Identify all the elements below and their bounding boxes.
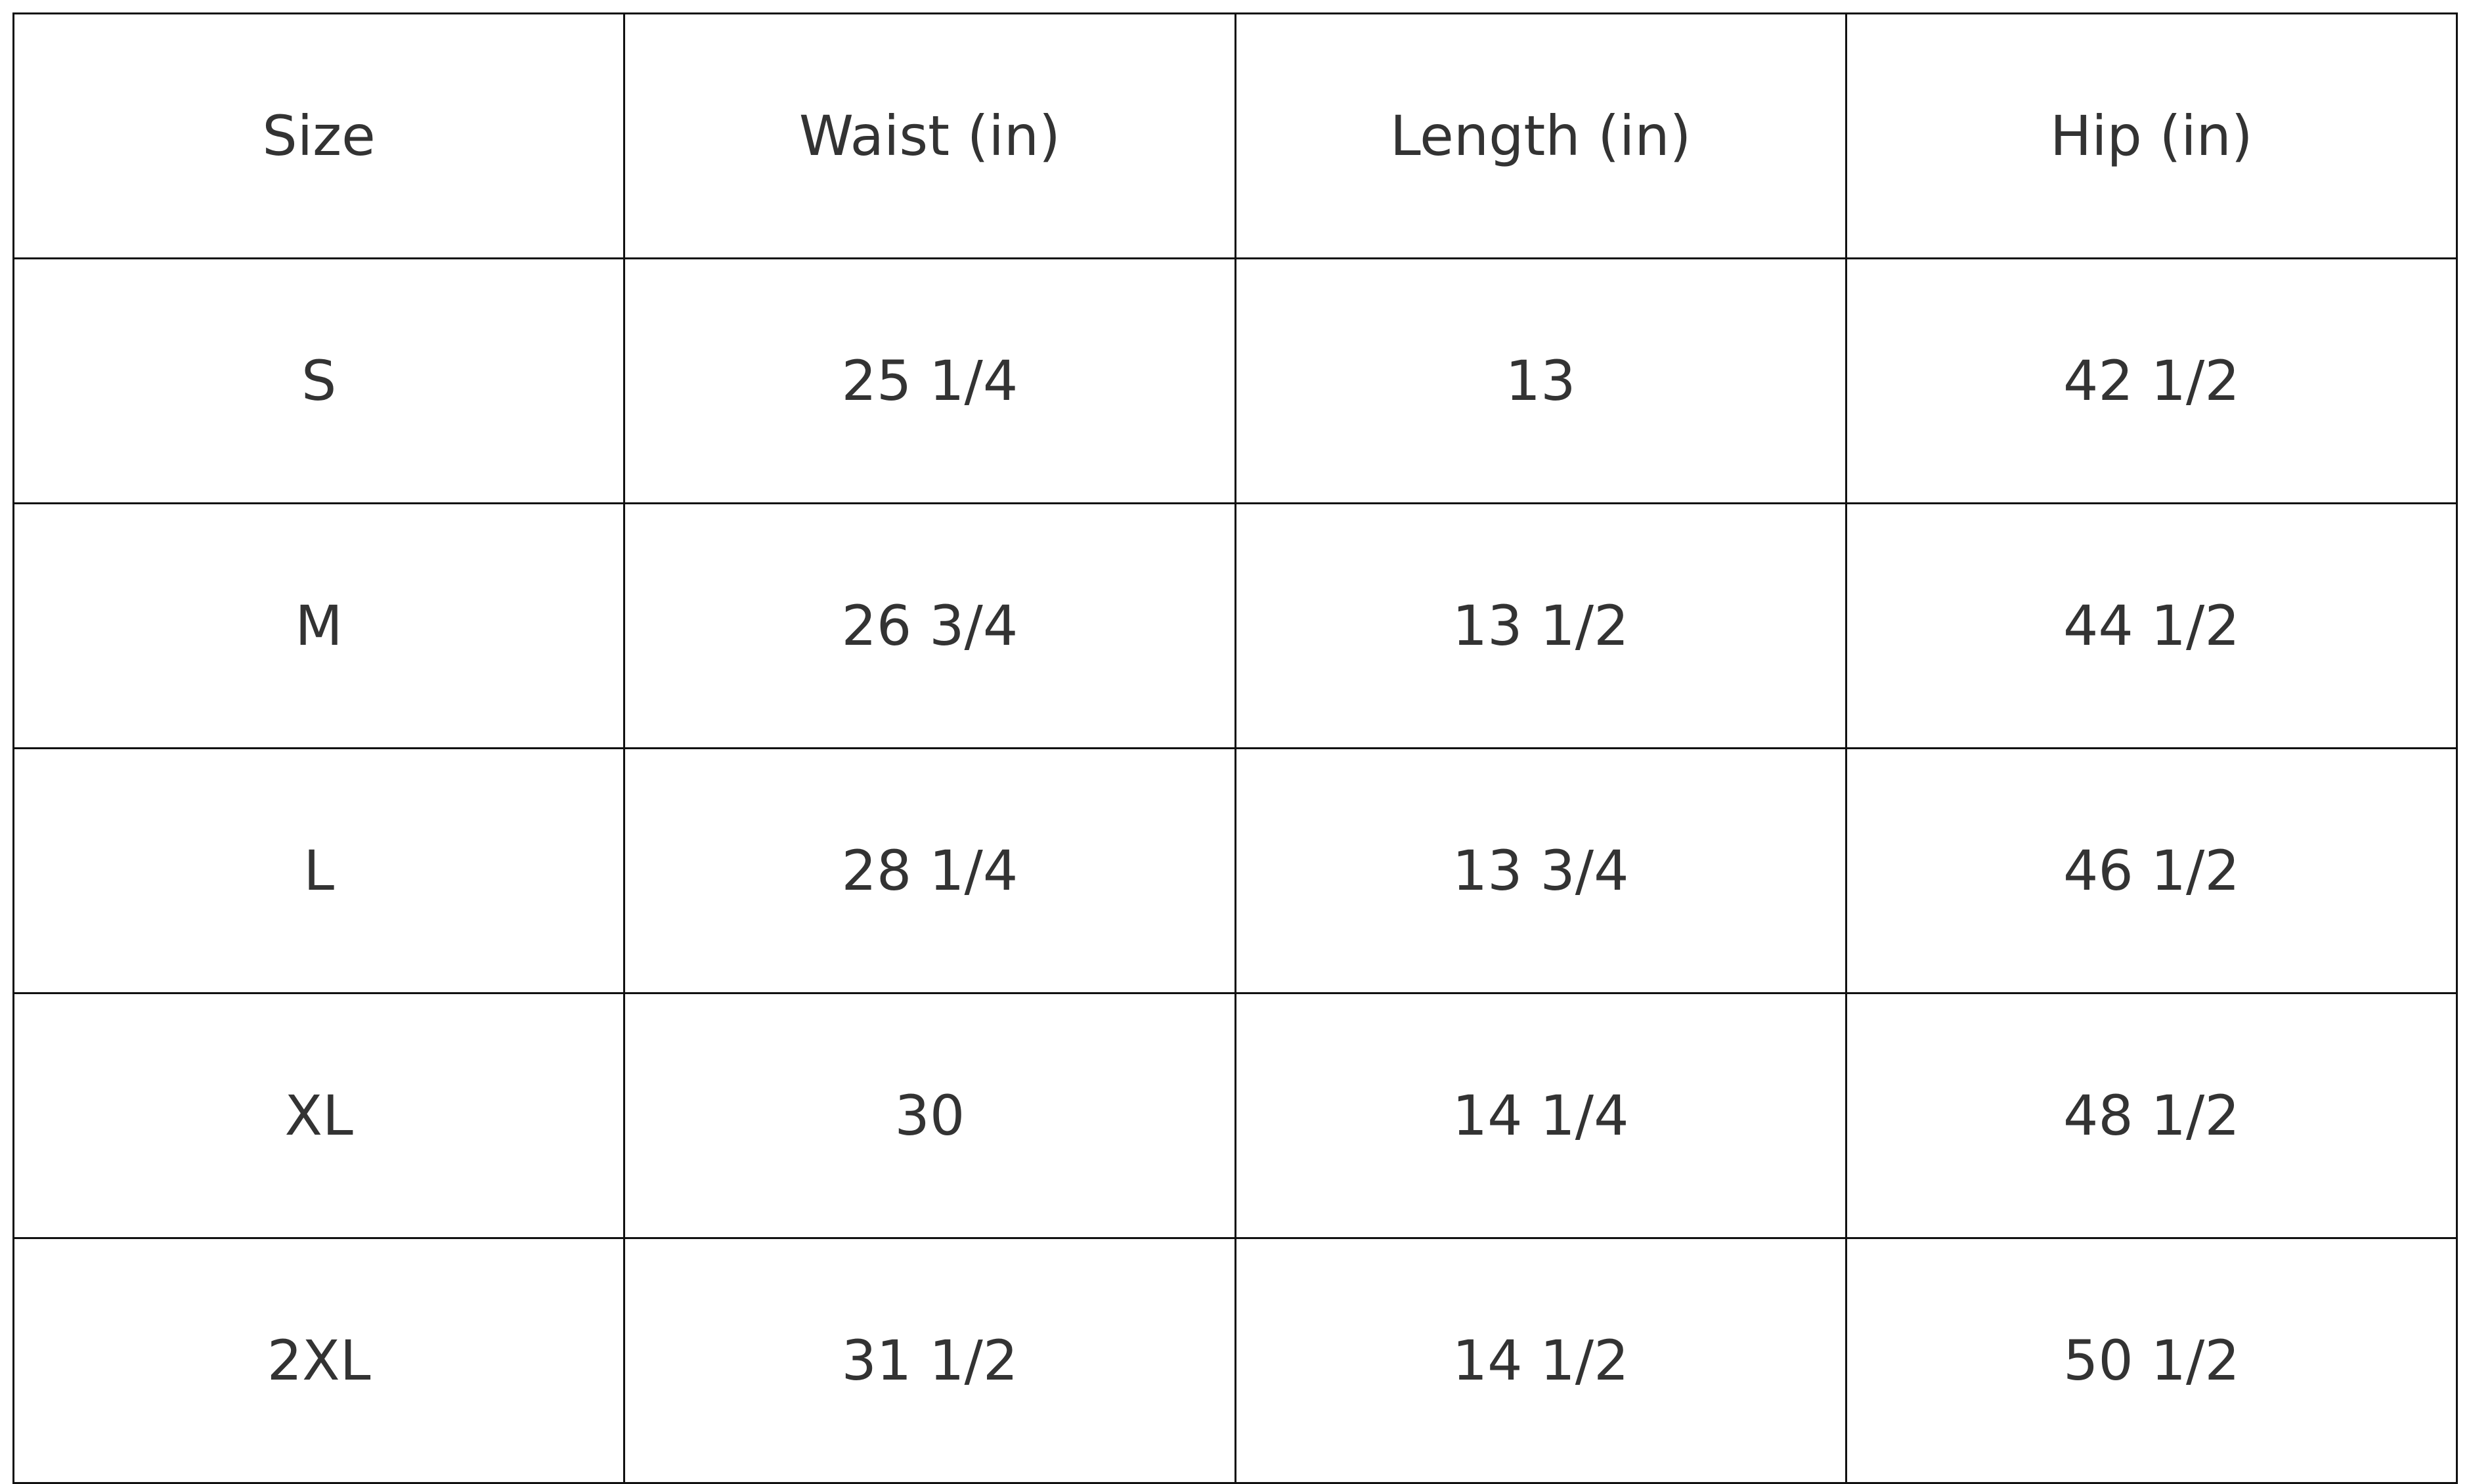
table-row: M 26 3/4 13 1/2 44 1/2	[12, 502, 2458, 749]
cell-size: M	[12, 502, 626, 749]
cell-size: 2XL	[12, 1237, 626, 1484]
header-size: Size	[12, 12, 626, 259]
size-chart-table: Size Waist (in) Length (in) Hip (in) S 25…	[12, 12, 2458, 1484]
cell-waist: 30	[623, 992, 1236, 1239]
cell-size: L	[12, 747, 626, 994]
cell-hip: 44 1/2	[1845, 502, 2458, 749]
cell-length: 14 1/4	[1234, 992, 1847, 1239]
cell-waist: 28 1/4	[623, 747, 1236, 994]
cell-hip: 50 1/2	[1845, 1237, 2458, 1484]
cell-size: S	[12, 257, 626, 504]
cell-hip: 48 1/2	[1845, 992, 2458, 1239]
cell-waist: 25 1/4	[623, 257, 1236, 504]
table-row: L 28 1/4 13 3/4 46 1/2	[12, 747, 2458, 994]
cell-length: 13 3/4	[1234, 747, 1847, 994]
cell-length: 13	[1234, 257, 1847, 504]
cell-length: 14 1/2	[1234, 1237, 1847, 1484]
cell-hip: 42 1/2	[1845, 257, 2458, 504]
header-waist: Waist (in)	[623, 12, 1236, 259]
cell-waist: 31 1/2	[623, 1237, 1236, 1484]
cell-size: XL	[12, 992, 626, 1239]
cell-length: 13 1/2	[1234, 502, 1847, 749]
table-row: S 25 1/4 13 42 1/2	[12, 257, 2458, 504]
cell-hip: 46 1/2	[1845, 747, 2458, 994]
header-length: Length (in)	[1234, 12, 1847, 259]
table-row: XL 30 14 1/4 48 1/2	[12, 992, 2458, 1239]
table-row: 2XL 31 1/2 14 1/2 50 1/2	[12, 1237, 2458, 1484]
header-row: Size Waist (in) Length (in) Hip (in)	[12, 12, 2458, 259]
header-hip: Hip (in)	[1845, 12, 2458, 259]
cell-waist: 26 3/4	[623, 502, 1236, 749]
